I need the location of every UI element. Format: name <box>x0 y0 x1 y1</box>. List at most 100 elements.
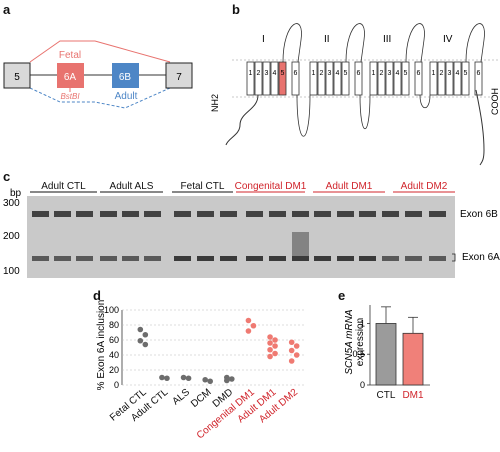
d-ytick-label: 100 <box>104 305 119 315</box>
segment-d1-s5 <box>278 61 287 96</box>
segment-d1-s3 <box>262 61 271 96</box>
band-exon-6a <box>292 256 309 261</box>
gel-group-label: Adult CTL <box>41 181 86 192</box>
segment-label: 6 <box>477 70 481 77</box>
band-exon-6b <box>429 211 446 217</box>
segment-label: 4 <box>336 70 340 77</box>
segment-d3-s2 <box>377 61 386 96</box>
segment-d3-s3 <box>385 61 394 96</box>
segment-label: 4 <box>396 70 400 77</box>
bp-label: bp <box>10 188 22 199</box>
segment-d2-s1 <box>309 61 318 96</box>
band-exon-6a <box>337 256 354 261</box>
panel-d-ylabel-text: % Exon 6A inclusion <box>96 300 107 391</box>
segment-label: 6 <box>417 70 421 77</box>
segment-label: 3 <box>388 70 392 77</box>
segment-label: 4 <box>456 70 460 77</box>
d-data-point <box>288 339 295 346</box>
d-ytick-label: 40 <box>109 350 119 360</box>
panel-e-bars: CTL DM1 <box>375 306 424 401</box>
segment-label: 1 <box>432 70 436 77</box>
exon-7-box <box>165 62 193 89</box>
adult-label: Adult <box>115 91 138 102</box>
segment-d3-s5 <box>401 61 410 96</box>
domain-i-label: I <box>262 34 265 45</box>
band-exon-6b <box>405 211 422 217</box>
pore-loop <box>405 23 425 63</box>
d-data-point <box>224 377 230 384</box>
ladder-300: 300 <box>3 198 20 209</box>
d-data-point <box>229 376 235 382</box>
segment-d1-s4 <box>270 61 279 96</box>
segment-label: 1 <box>249 70 253 77</box>
gel-group-headers: Adult CTL Adult ALS Fetal CTL Congenital DM… <box>30 181 455 193</box>
band-exon-6a <box>246 256 263 261</box>
d-ytick-label: 0 <box>114 380 119 390</box>
d-data-point <box>164 375 170 382</box>
band-exon-6b <box>197 211 214 217</box>
band-exon-6a <box>100 256 117 261</box>
d-ytick-label: 20 <box>109 365 119 375</box>
d-data-point <box>245 328 252 334</box>
band-exon-6a <box>122 256 139 261</box>
n-terminus-tail <box>225 94 259 146</box>
domain-iii-label: III <box>383 34 391 45</box>
e-xtick-label: DM1 <box>402 390 424 401</box>
segment-d2-s3 <box>325 61 334 96</box>
d-data-point <box>250 322 257 329</box>
band-exon-6a <box>144 256 161 261</box>
band-exon-6a <box>359 256 376 261</box>
panel-b-letter: b <box>232 2 240 17</box>
panel-d-points <box>137 317 300 385</box>
panel-e: e 0 0.5 1 CTL DM1 SCN5A mRNA expression <box>338 288 430 401</box>
d-data-point <box>137 337 144 344</box>
band-exon-6b <box>32 211 49 217</box>
d-data-point <box>293 352 300 358</box>
segment-label: 5 <box>281 70 285 77</box>
band-exon-6b <box>246 211 263 217</box>
panel-a-letter: a <box>3 2 11 17</box>
segment-label: 5 <box>464 70 468 77</box>
gel-group-label: Adult DM1 <box>326 181 373 192</box>
e-bar <box>375 323 397 386</box>
pore-loop <box>465 23 485 63</box>
segment-label: 4 <box>273 70 277 77</box>
d-data-point <box>207 378 213 385</box>
d-ytick-label: 60 <box>109 335 119 345</box>
ladder-100: 100 <box>3 266 20 277</box>
band-exon-6a <box>54 256 71 261</box>
segment-label: 6 <box>294 70 298 77</box>
d-data-point <box>267 340 273 346</box>
segment-d4-s5 <box>461 61 470 96</box>
band-exon-6a <box>405 256 422 261</box>
panel-e-ylabel-gene: SCN5A mRNA <box>344 309 355 375</box>
d-data-point <box>267 346 273 353</box>
exon-6a-bracket <box>452 253 456 262</box>
band-exon-6a <box>76 256 93 261</box>
band-exon-6b <box>144 211 161 217</box>
gel-group-label: Adult ALS <box>110 181 154 192</box>
d-data-point <box>288 347 295 354</box>
band-exon-6b <box>76 211 93 217</box>
band-exon-6b <box>174 211 191 217</box>
d-data-point <box>142 331 149 338</box>
segment-d3-s4 <box>393 61 402 96</box>
band-exon-6a <box>429 256 446 261</box>
band-exon-6a <box>220 256 237 261</box>
d-data-point <box>159 374 165 381</box>
panel-e-ylabel-gene-text: SCN5A mRNA <box>344 309 355 375</box>
gel-group-label: Congenital DM1 <box>235 181 307 192</box>
panel-e-letter: e <box>338 288 345 303</box>
d-data-point <box>185 375 192 382</box>
band-exon-6b <box>292 211 309 217</box>
d-data-point <box>180 374 187 381</box>
band-exon-6a <box>382 256 399 261</box>
band-exon-6b <box>269 211 286 217</box>
inter-domain-linker <box>419 94 431 109</box>
gel-lanes <box>32 211 446 261</box>
d-data-point <box>267 334 273 340</box>
